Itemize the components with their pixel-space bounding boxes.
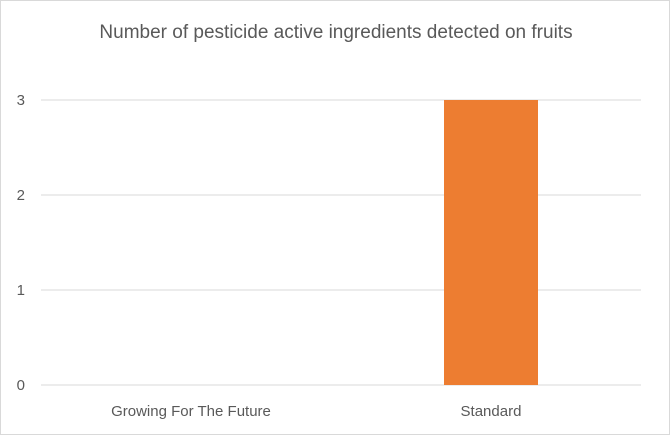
chart-title: Number of pesticide active ingredients d… [99, 22, 573, 43]
y-tick-label: 3 [17, 92, 25, 109]
bar [444, 100, 538, 385]
y-tick-label: 0 [17, 377, 25, 394]
x-tick-label: Growing For The Future [111, 403, 271, 420]
x-tick-label: Standard [461, 403, 522, 420]
y-tick-label: 1 [17, 282, 25, 299]
y-tick-label: 2 [17, 187, 25, 204]
